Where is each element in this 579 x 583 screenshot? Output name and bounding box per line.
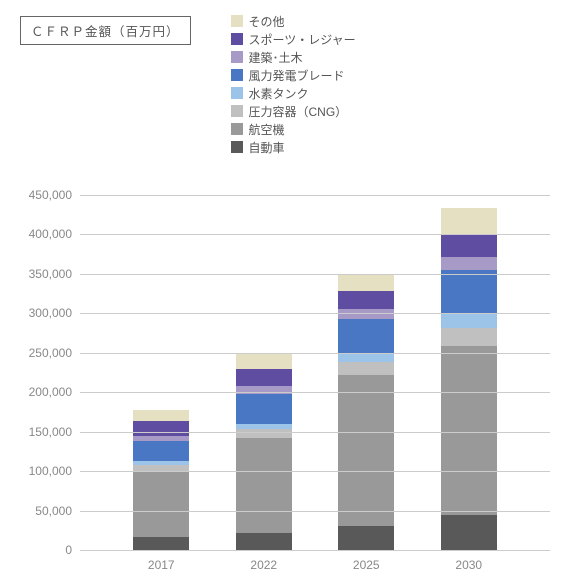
bar-segment-2030-automobile <box>441 515 497 551</box>
x-label-2030: 2030 <box>441 558 497 572</box>
bar-segment-2025-sports <box>338 291 394 310</box>
legend-swatch-automobile <box>231 141 243 153</box>
legend-item-wind: 風力発電ブレード <box>231 66 356 84</box>
legend-item-aircraft: 航空機 <box>231 120 356 138</box>
legend-item-other: その他 <box>231 12 356 30</box>
grid-line <box>80 274 550 275</box>
legend-label-sports: スポーツ・レジャー <box>249 31 356 48</box>
legend-item-construction: 建築･土木 <box>231 48 356 66</box>
legend: その他スポーツ・レジャー建築･土木風力発電ブレード水素タンク圧力容器（CNG）航… <box>231 12 356 156</box>
y-tick-label: 250,000 <box>12 346 72 360</box>
bar-segment-2030-cng <box>441 328 497 347</box>
grid-line <box>80 392 550 393</box>
grid-line <box>80 195 550 196</box>
bar-segment-2017-other <box>133 410 189 421</box>
legend-swatch-construction <box>231 51 243 63</box>
y-tick-label: 350,000 <box>12 267 72 281</box>
bar-segment-2025-other <box>338 275 394 291</box>
grid-line <box>80 234 550 235</box>
legend-item-hydrogen: 水素タンク <box>231 84 356 102</box>
legend-label-wind: 風力発電ブレード <box>249 67 345 84</box>
y-tick-label: 100,000 <box>12 464 72 478</box>
grid-line <box>80 353 550 354</box>
bar-segment-2025-hydrogen <box>338 354 394 362</box>
legend-label-construction: 建築･土木 <box>249 49 303 66</box>
legend-label-aircraft: 航空機 <box>249 121 285 138</box>
grid-line <box>80 471 550 472</box>
bar-segment-2022-automobile <box>236 533 292 550</box>
x-axis-labels: 2017 2022 2025 2030 <box>80 558 550 572</box>
legend-label-automobile: 自動車 <box>249 139 285 156</box>
legend-label-cng: 圧力容器（CNG） <box>249 103 348 120</box>
legend-swatch-cng <box>231 105 243 117</box>
y-tick-label: 150,000 <box>12 425 72 439</box>
bar-segment-2017-sports <box>133 421 189 435</box>
legend-swatch-sports <box>231 33 243 45</box>
bar-segment-2022-cng <box>236 429 292 438</box>
legend-swatch-aircraft <box>231 123 243 135</box>
bar-segment-2030-aircraft <box>441 346 497 514</box>
chart-title: ＣＦＲＰ金額（百万円） <box>20 16 191 45</box>
grid-line <box>80 511 550 512</box>
bar-2022 <box>236 354 292 550</box>
bar-segment-2025-aircraft <box>338 375 394 526</box>
grid-line <box>80 550 550 551</box>
grid-line <box>80 313 550 314</box>
bars-group <box>80 195 550 550</box>
y-tick-label: 400,000 <box>12 227 72 241</box>
y-tick-label: 200,000 <box>12 385 72 399</box>
bar-segment-2030-construction <box>441 257 497 270</box>
bar-segment-2017-automobile <box>133 537 189 550</box>
legend-swatch-wind <box>231 69 243 81</box>
bar-2030 <box>441 208 497 550</box>
bar-segment-2022-other <box>236 354 292 368</box>
y-tick-label: 50,000 <box>12 504 72 518</box>
plot-area: 050,000100,000150,000200,000250,000300,0… <box>80 195 550 550</box>
legend-item-cng: 圧力容器（CNG） <box>231 102 356 120</box>
x-label-2022: 2022 <box>236 558 292 572</box>
legend-swatch-other <box>231 15 243 27</box>
bar-segment-2025-automobile <box>338 526 394 550</box>
x-label-2025: 2025 <box>338 558 394 572</box>
chart-container: ＣＦＲＰ金額（百万円） その他スポーツ・レジャー建築･土木風力発電ブレード水素タ… <box>0 0 579 583</box>
x-label-2017: 2017 <box>133 558 189 572</box>
y-tick-label: 300,000 <box>12 306 72 320</box>
header: ＣＦＲＰ金額（百万円） その他スポーツ・レジャー建築･土木風力発電ブレード水素タ… <box>0 0 579 156</box>
bar-segment-2025-cng <box>338 362 394 375</box>
legend-item-automobile: 自動車 <box>231 138 356 156</box>
bar-segment-2030-other <box>441 208 497 233</box>
bar-segment-2025-wind <box>338 319 394 355</box>
legend-label-hydrogen: 水素タンク <box>249 85 309 102</box>
bar-segment-2022-sports <box>236 369 292 386</box>
bar-segment-2030-sports <box>441 234 497 258</box>
legend-swatch-hydrogen <box>231 87 243 99</box>
bar-2025 <box>338 275 394 550</box>
y-tick-label: 450,000 <box>12 188 72 202</box>
y-tick-label: 0 <box>12 543 72 557</box>
grid-line <box>80 432 550 433</box>
legend-label-other: その他 <box>249 13 285 30</box>
bar-segment-2030-hydrogen <box>441 313 497 327</box>
legend-item-sports: スポーツ・レジャー <box>231 30 356 48</box>
bar-segment-2017-aircraft <box>133 471 189 536</box>
bar-segment-2022-aircraft <box>236 438 292 533</box>
bar-segment-2022-wind <box>236 394 292 424</box>
bar-segment-2017-wind <box>133 441 189 461</box>
bar-segment-2030-wind <box>441 270 497 313</box>
